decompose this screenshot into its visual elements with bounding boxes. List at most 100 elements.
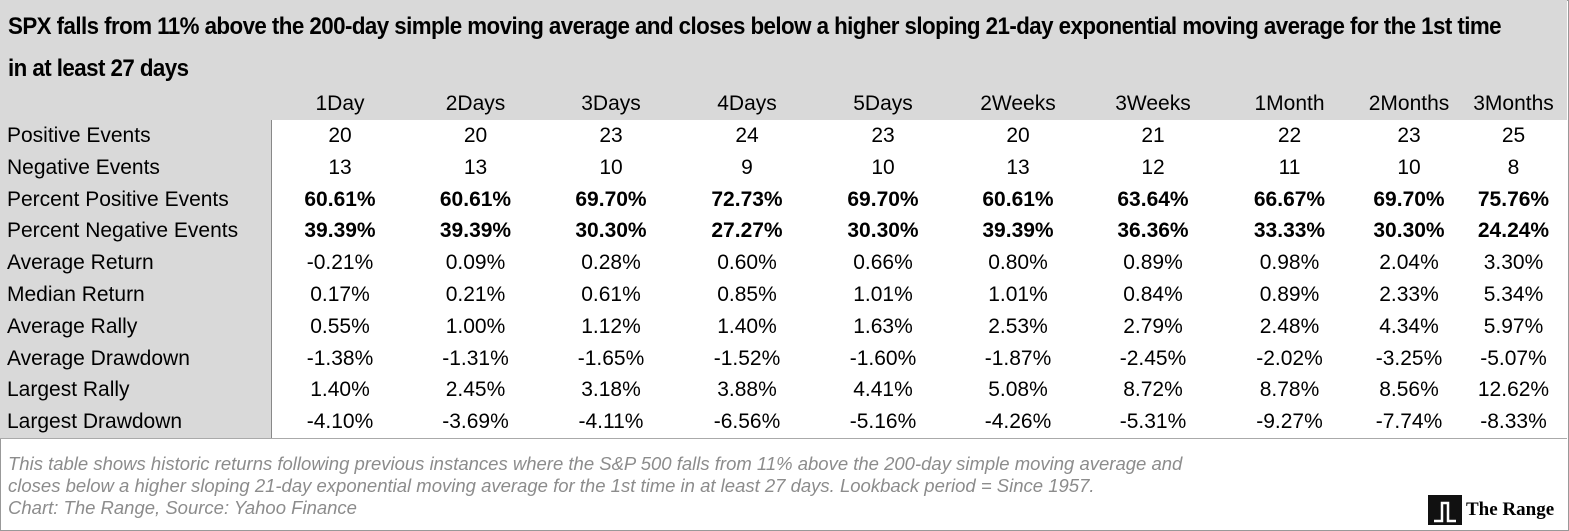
cell-value: -4.26% bbox=[984, 410, 1052, 434]
cell-value: -3.25% bbox=[1375, 346, 1443, 370]
cell-value: 69.70% bbox=[847, 187, 919, 211]
cell-value: 0.28% bbox=[581, 251, 641, 275]
cell-value: 5.97% bbox=[1483, 314, 1544, 338]
cell-value: 1.40% bbox=[717, 314, 777, 338]
cell-value: -9.27% bbox=[1256, 410, 1323, 434]
cell-value: 10 bbox=[871, 155, 895, 179]
column-header: 3Weeks bbox=[1115, 92, 1191, 115]
cell-value: -5.07% bbox=[1480, 346, 1547, 370]
cell-value: 1.12% bbox=[581, 314, 641, 338]
cell-value: 10 bbox=[599, 155, 623, 179]
cell-value: 4.34% bbox=[1379, 314, 1439, 338]
row-label: Largest Rally bbox=[7, 378, 130, 402]
cell-value: 5.08% bbox=[988, 378, 1048, 402]
cell-value: 0.55% bbox=[310, 314, 370, 338]
cell-value: 23 bbox=[871, 124, 895, 147]
logo-text: The Range bbox=[1466, 499, 1555, 520]
cell-value: 2.53% bbox=[988, 314, 1048, 338]
cell-value: 0.80% bbox=[988, 251, 1048, 275]
cell-value: 63.64% bbox=[1117, 187, 1189, 211]
cell-value: 39.39% bbox=[304, 219, 376, 243]
cell-value: 0.98% bbox=[1259, 251, 1320, 275]
cell-value: 2.79% bbox=[1123, 314, 1183, 338]
cell-value: 27.27% bbox=[711, 219, 783, 243]
cell-value: 1.01% bbox=[988, 283, 1048, 306]
cell-value: 0.09% bbox=[445, 251, 506, 275]
cell-value: 23 bbox=[1397, 124, 1421, 147]
row-label: Average Rally bbox=[7, 314, 138, 338]
source: Chart: The Range, Source: Yahoo Finance bbox=[8, 497, 357, 518]
cell-value: 13 bbox=[1006, 155, 1030, 179]
divider bbox=[0, 438, 1567, 439]
cell-value: 2.45% bbox=[445, 378, 506, 402]
cell-value: 30.30% bbox=[1373, 219, 1445, 243]
cell-value: -7.74% bbox=[1375, 410, 1443, 434]
cell-value: 1.00% bbox=[445, 314, 506, 338]
cell-value: -0.21% bbox=[306, 251, 374, 275]
column-header: 3Days bbox=[581, 92, 641, 115]
cell-value: -2.02% bbox=[1256, 346, 1323, 370]
column-header: 2Months bbox=[1368, 92, 1450, 115]
cell-value: 30.30% bbox=[575, 219, 647, 243]
column-header: 1Day bbox=[315, 92, 365, 115]
cell-value: 1.63% bbox=[853, 314, 913, 338]
cell-value: 3.18% bbox=[581, 378, 641, 402]
cell-value: 0.84% bbox=[1123, 283, 1183, 306]
row-label: Median Return bbox=[7, 283, 145, 306]
cell-value: 2.04% bbox=[1379, 251, 1439, 275]
cell-value: 0.21% bbox=[445, 283, 506, 306]
cell-value: 8.78% bbox=[1259, 378, 1320, 402]
cell-value: -1.31% bbox=[442, 346, 509, 370]
cell-value: 33.33% bbox=[1253, 219, 1326, 243]
cell-value: 8.56% bbox=[1379, 378, 1439, 402]
cell-value: 75.76% bbox=[1477, 187, 1550, 211]
cell-value: 21 bbox=[1141, 124, 1165, 147]
cell-value: 0.17% bbox=[310, 283, 370, 306]
cell-value: 39.39% bbox=[439, 219, 512, 243]
cell-value: 0.89% bbox=[1259, 283, 1320, 306]
row-label: Largest Drawdown bbox=[7, 410, 183, 434]
cell-value: 24 bbox=[735, 124, 759, 147]
row-label: Percent Positive Events bbox=[7, 187, 229, 211]
cell-value: -1.65% bbox=[577, 346, 645, 370]
column-header: 1Month bbox=[1254, 92, 1325, 115]
cell-value: -4.10% bbox=[306, 410, 374, 434]
cell-value: -5.31% bbox=[1119, 410, 1187, 434]
cell-value: 9 bbox=[741, 155, 753, 179]
cell-value: 13 bbox=[463, 155, 488, 179]
cell-value: 69.70% bbox=[1373, 187, 1445, 211]
note-line: closes below a higher sloping 21-day exp… bbox=[8, 475, 1095, 496]
row-label: Percent Negative Events bbox=[7, 219, 239, 243]
logo: The Range bbox=[1428, 495, 1554, 525]
cell-value: 11 bbox=[1278, 155, 1301, 179]
cell-value: 60.61% bbox=[439, 187, 512, 211]
cell-value: -4.11% bbox=[578, 410, 644, 434]
cell-value: 0.61% bbox=[581, 283, 641, 306]
cell-value: -3.69% bbox=[442, 410, 509, 434]
cell-value: -5.16% bbox=[849, 410, 917, 434]
cell-value: -1.60% bbox=[849, 346, 917, 370]
cell-value: 12 bbox=[1141, 155, 1165, 179]
cell-value: 20 bbox=[1006, 124, 1030, 147]
column-header: 5Days bbox=[853, 92, 913, 115]
cell-value: 2.48% bbox=[1259, 314, 1320, 338]
cell-value: 23 bbox=[599, 124, 623, 147]
cell-value: 8 bbox=[1507, 155, 1520, 179]
cell-value: 20 bbox=[328, 124, 352, 147]
cell-value: 1.40% bbox=[310, 378, 370, 402]
cell-value: 24.24% bbox=[1477, 219, 1550, 243]
cell-value: 25 bbox=[1501, 124, 1526, 147]
row-label: Positive Events bbox=[7, 124, 151, 147]
cell-value: -6.56% bbox=[713, 410, 781, 434]
column-header: 2Days bbox=[445, 92, 506, 115]
cell-value: 36.36% bbox=[1117, 219, 1189, 243]
cell-value: 60.61% bbox=[304, 187, 376, 211]
cell-value: -1.38% bbox=[306, 346, 374, 370]
cell-value: 66.67% bbox=[1253, 187, 1326, 211]
column-header: 3Months bbox=[1473, 92, 1554, 115]
cell-value: -8.33% bbox=[1480, 410, 1547, 434]
cell-value: -2.45% bbox=[1119, 346, 1187, 370]
cell-value: 12.62% bbox=[1477, 378, 1550, 402]
label-column bbox=[0, 120, 272, 438]
header-band bbox=[0, 0, 1567, 120]
